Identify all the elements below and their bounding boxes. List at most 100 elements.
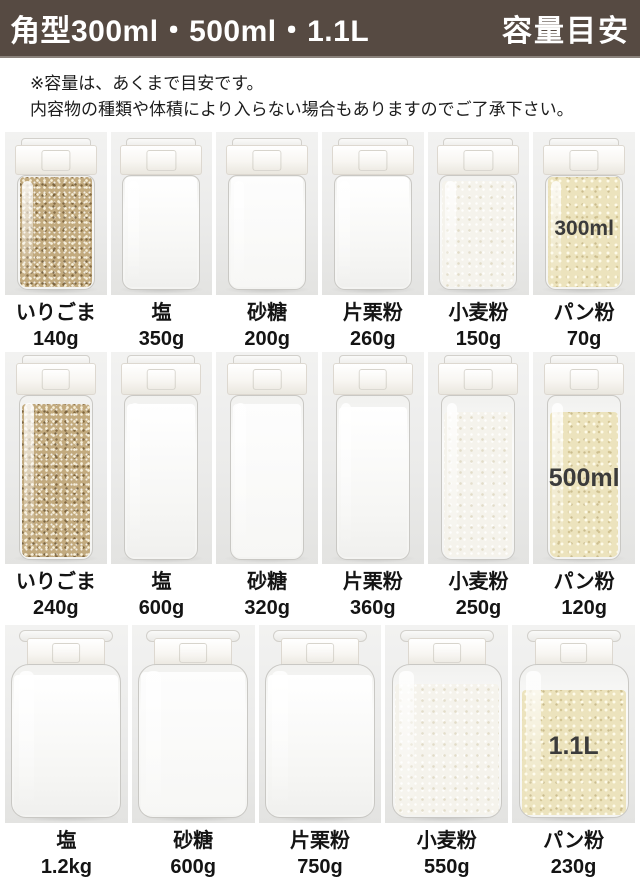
item-label: 砂糖 200g [216, 295, 318, 352]
page-title: 角型300ml・500ml・1.1L [10, 15, 370, 48]
container-jar-1.1L: 1.1L [518, 630, 630, 818]
jar-lid [15, 363, 96, 395]
jar-lid [331, 145, 414, 175]
item-name: いりごま [15, 302, 96, 324]
item-amount: 350g [138, 328, 185, 350]
jar-lid [120, 145, 203, 175]
item-name: 小麦粉 [448, 302, 509, 324]
container-jar-500ml [435, 355, 521, 560]
item-amount: 1.2kg [40, 856, 92, 878]
item-label: 片栗粉 750g [259, 823, 382, 880]
item-label: いりごま 240g [5, 564, 107, 625]
item-name: 塩 [151, 571, 172, 593]
item-name: パン粉 [553, 302, 615, 324]
item-amount: 250g [455, 597, 502, 619]
photo-cell [258, 625, 382, 823]
item-amount: 200g [244, 328, 290, 350]
disclaimer-line-1: ※容量は、あくまで目安です。 [30, 74, 264, 93]
container-jar-300ml: 300ml [540, 138, 628, 290]
jar-body: 300ml [545, 175, 624, 290]
container-jar-500ml [13, 355, 99, 560]
photo-cell [110, 132, 213, 295]
jar-contents-starch [267, 675, 372, 815]
jar-body: 1.1L [518, 664, 629, 818]
container-jar-500ml: 500ml [541, 355, 627, 560]
jar-lid [280, 638, 359, 667]
item-amount: 750g [297, 856, 343, 878]
jar-body [124, 395, 199, 560]
item-amount: 600g [138, 597, 185, 619]
photo-cell: 300ml [533, 132, 635, 295]
disclaimer-note: ※容量は、あくまで目安です。 内容物の種類や体積により入らない場合もありますので… [0, 58, 640, 132]
jar-lid [534, 638, 613, 667]
jar-lid [154, 638, 233, 667]
item-label: 塩 1.2kg [5, 823, 128, 880]
item-amount: 140g [33, 328, 79, 350]
jar-body [441, 395, 516, 560]
capacity-label-1.1L: 1.1L [548, 731, 599, 760]
jar-lid [14, 145, 97, 175]
jar-lid [332, 363, 413, 395]
item-label: 小麦粉 550g [385, 823, 508, 880]
container-jar-1.1L [264, 630, 376, 818]
photo-cell [321, 132, 424, 295]
photo-cell: 500ml [533, 352, 635, 564]
item-name: 片栗粉 [342, 571, 403, 593]
item-name: 小麦粉 [416, 830, 477, 852]
capacity-guide-heading: 容量目安 [502, 15, 630, 48]
item-amount: 120g [561, 597, 607, 619]
item-amount: 320g [244, 597, 290, 619]
item-name: いりごま [15, 571, 96, 593]
item-label: 小麦粉 150g [428, 295, 530, 352]
photo-row-500ml: 500ml [0, 352, 640, 564]
jar-body [228, 175, 307, 290]
container-jar-500ml [330, 355, 416, 560]
photo-cell [5, 625, 128, 823]
item-label: パン粉 70g [533, 295, 635, 352]
item-name: 砂糖 [247, 571, 288, 593]
container-jar-1.1L [391, 630, 503, 818]
jar-body [335, 395, 410, 560]
capacity-label-300ml: 300ml [554, 216, 614, 240]
jar-body [11, 664, 122, 818]
item-amount: 260g [350, 328, 396, 350]
jar-lid [226, 145, 309, 175]
item-amount: 240g [33, 597, 79, 619]
jar-body [138, 664, 249, 818]
photo-cell: 1.1L [512, 625, 635, 823]
label-row-500ml: いりごま 240g 塩 600g 砂糖 320g 片栗粉 360g 小麦粉 25… [0, 564, 640, 625]
item-amount: 600g [170, 856, 216, 878]
photo-cell [5, 132, 107, 295]
jar-contents-salt [125, 177, 198, 287]
jar-contents-sugar [231, 177, 304, 287]
container-jar-1.1L [10, 630, 122, 818]
jar-contents-flour [394, 684, 499, 815]
container-jar-300ml [329, 138, 417, 290]
item-label: 片栗粉 260g [322, 295, 424, 352]
photo-cell [110, 352, 213, 564]
item-amount: 230g [550, 856, 597, 878]
photo-cell [131, 625, 255, 823]
item-name: 片栗粉 [289, 830, 350, 852]
container-jar-500ml [224, 355, 310, 560]
item-amount: 150g [455, 328, 502, 350]
item-label: 砂糖 320g [216, 564, 318, 625]
jar-lid [227, 363, 308, 395]
jar-contents-sesame [21, 403, 90, 557]
jar-body [439, 175, 518, 290]
jar-body [333, 175, 412, 290]
jar-contents-starch [336, 177, 409, 287]
item-name: 砂糖 [173, 830, 214, 852]
item-name: 小麦粉 [448, 571, 509, 593]
jar-lid [407, 638, 486, 667]
jar-body [230, 395, 305, 560]
item-label: 塩 350g [111, 295, 213, 352]
item-label: パン粉 120g [533, 564, 635, 625]
item-label: いりごま 140g [5, 295, 107, 352]
container-jar-1.1L [137, 630, 249, 818]
container-jar-300ml [12, 138, 100, 290]
capacity-label-500ml: 500ml [548, 464, 620, 493]
jar-contents-sugar [141, 672, 246, 815]
item-name: パン粉 [553, 571, 615, 593]
item-amount: 550g [423, 856, 470, 878]
